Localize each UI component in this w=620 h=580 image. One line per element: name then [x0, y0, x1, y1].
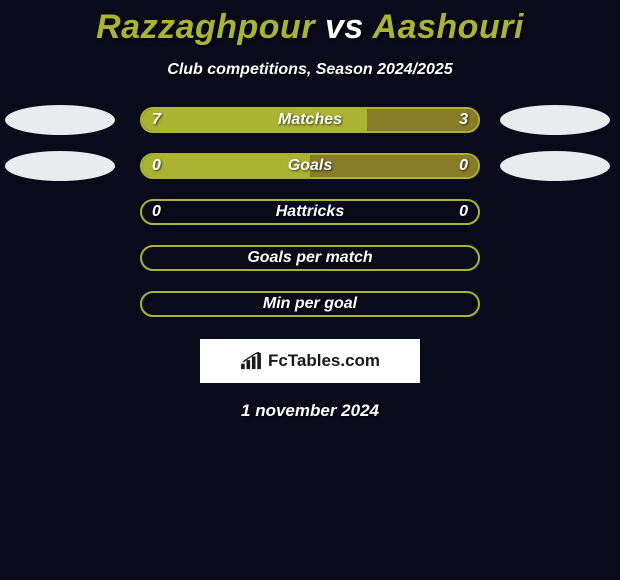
stat-rows: Matches73Goals00Hattricks00Goals per mat… [0, 107, 620, 317]
stat-value-left: 0 [152, 155, 161, 177]
stat-bar: Hattricks0 0 [140, 199, 480, 225]
player2-name: Aashouri [373, 8, 524, 46]
stat-bar: Goals per match [140, 245, 480, 271]
team-badge-right [500, 151, 610, 181]
brand-box: FcTables.com [200, 339, 420, 383]
stat-row: Hattricks0 0 [0, 199, 620, 225]
date-text: 1 november 2024 [0, 401, 620, 421]
player1-name: Razzaghpour [96, 8, 315, 46]
stat-label: Matches [142, 109, 478, 131]
stat-value-left: 7 [152, 109, 161, 131]
stat-bar: Goals0 0 [140, 153, 480, 179]
chart-icon [240, 352, 262, 370]
team-badge-right [500, 105, 610, 135]
stat-bar: Min per goal [140, 291, 480, 317]
stat-row: Goals0 0 [0, 153, 620, 179]
stat-label: Hattricks [142, 201, 478, 223]
page-title: Razzaghpour vs Aashouri [0, 0, 620, 47]
stat-label: Min per goal [142, 293, 478, 315]
stat-row: Goals per match [0, 245, 620, 271]
stat-value-right: 3 [459, 109, 468, 131]
stat-label: Goals [142, 155, 478, 177]
brand-text: FcTables.com [268, 351, 380, 371]
team-badge-left [5, 151, 115, 181]
stat-value-right: 0 [459, 155, 468, 177]
stat-label: Goals per match [142, 247, 478, 269]
stat-bar: Matches7 3 [140, 107, 480, 133]
vs-text: vs [325, 8, 364, 46]
stat-value-right: 0 [459, 201, 468, 223]
stat-row: Min per goal [0, 291, 620, 317]
subtitle: Club competitions, Season 2024/2025 [0, 61, 620, 79]
stat-row: Matches7 3 [0, 107, 620, 133]
stat-value-left: 0 [152, 201, 161, 223]
team-badge-left [5, 105, 115, 135]
